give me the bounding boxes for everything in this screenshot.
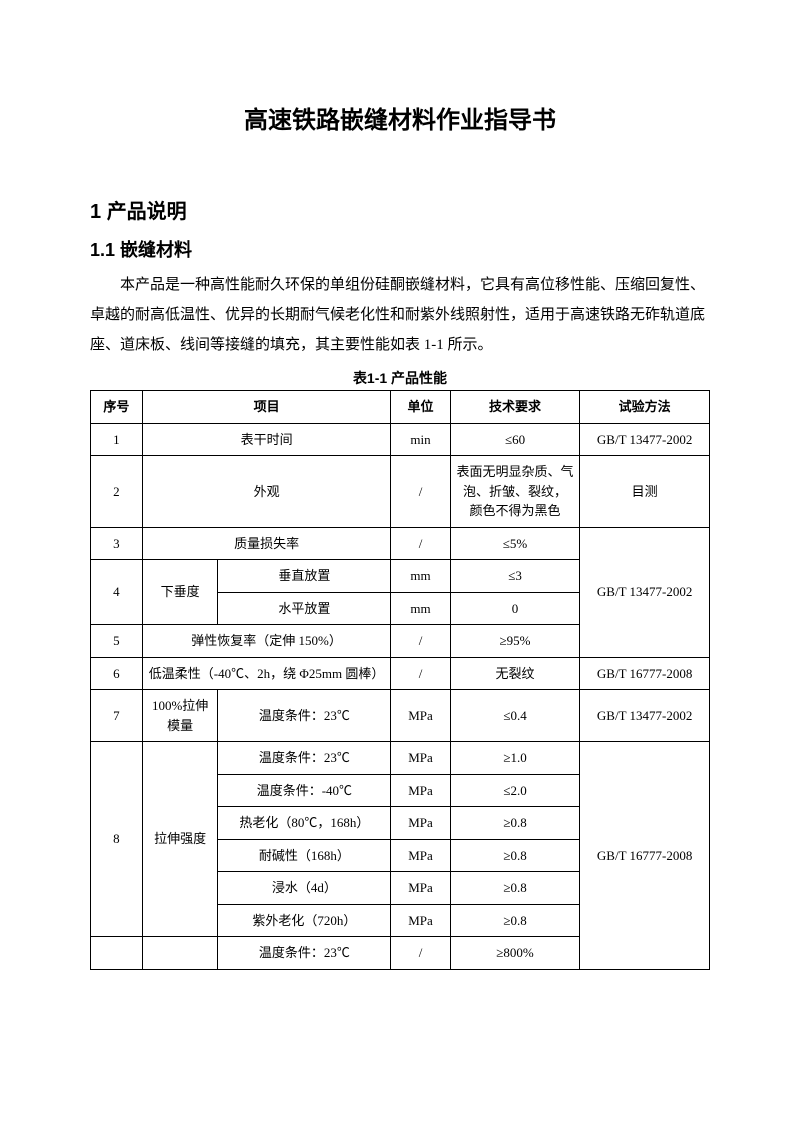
cell-item: 弹性恢复率（定伸 150%） xyxy=(142,625,390,658)
cell-subitem: 垂直放置 xyxy=(218,560,391,593)
cell-unit: / xyxy=(391,937,450,970)
cell-unit: MPa xyxy=(391,839,450,872)
cell-subitem: 紫外老化（720h） xyxy=(218,904,391,937)
section-label: 产品说明 xyxy=(107,201,187,223)
th-unit: 单位 xyxy=(391,391,450,424)
cell-item: 低温柔性（-40℃、2h，绕 Φ25mm 圆棒） xyxy=(142,657,390,690)
cell-req: ≤60 xyxy=(450,423,580,456)
table-row: 8 拉伸强度 温度条件：23℃ MPa ≥1.0 GB/T 16777-2008 xyxy=(91,742,710,775)
cell-item: 外观 xyxy=(142,456,390,528)
document-page: 高速铁路嵌缝材料作业指导书 1 产品说明 1.1 嵌缝材料 本产品是一种高性能耐… xyxy=(0,0,800,1132)
cell-req: ≤5% xyxy=(450,527,580,560)
cell-req: ≥1.0 xyxy=(450,742,580,775)
cell-item-group xyxy=(142,937,218,970)
cell-req: ≤2.0 xyxy=(450,774,580,807)
cell-method: 目测 xyxy=(580,456,710,528)
cell-req: 无裂纹 xyxy=(450,657,580,690)
th-method: 试验方法 xyxy=(580,391,710,424)
cell-seq xyxy=(91,937,143,970)
cell-req: ≥0.8 xyxy=(450,904,580,937)
cell-seq: 3 xyxy=(91,527,143,560)
subsection-label: 嵌缝材料 xyxy=(120,240,192,260)
cell-seq: 5 xyxy=(91,625,143,658)
cell-unit: / xyxy=(391,657,450,690)
cell-unit: MPa xyxy=(391,742,450,775)
cell-unit: MPa xyxy=(391,872,450,905)
cell-unit: min xyxy=(391,423,450,456)
cell-seq: 1 xyxy=(91,423,143,456)
cell-item: 表干时间 xyxy=(142,423,390,456)
table-row: 2 外观 / 表面无明显杂质、气泡、折皱、裂纹， 颜色不得为黑色 目测 xyxy=(91,456,710,528)
cell-unit: MPa xyxy=(391,774,450,807)
cell-subitem: 温度条件：23℃ xyxy=(218,742,391,775)
cell-req: ≥95% xyxy=(450,625,580,658)
cell-unit: / xyxy=(391,527,450,560)
cell-method: GB/T 16777-2008 xyxy=(580,742,710,970)
cell-subitem: 热老化（80℃，168h） xyxy=(218,807,391,840)
cell-unit: / xyxy=(391,625,450,658)
th-item: 项目 xyxy=(142,391,390,424)
intro-paragraph: 本产品是一种高性能耐久环保的单组份硅酮嵌缝材料，它具有高位移性能、压缩回复性、卓… xyxy=(90,270,710,360)
table-row: 3 质量损失率 / ≤5% GB/T 13477-2002 xyxy=(91,527,710,560)
table-row: 7 100%拉伸模量 温度条件：23℃ MPa ≤0.4 GB/T 13477-… xyxy=(91,690,710,742)
document-title: 高速铁路嵌缝材料作业指导书 xyxy=(90,100,710,135)
cell-unit: mm xyxy=(391,560,450,593)
cell-subitem: 浸水（4d） xyxy=(218,872,391,905)
cell-req: 表面无明显杂质、气泡、折皱、裂纹， 颜色不得为黑色 xyxy=(450,456,580,528)
cell-seq: 6 xyxy=(91,657,143,690)
cell-req: ≥800% xyxy=(450,937,580,970)
cell-unit: mm xyxy=(391,592,450,625)
table-row: 1 表干时间 min ≤60 GB/T 13477-2002 xyxy=(91,423,710,456)
table-row: 6 低温柔性（-40℃、2h，绕 Φ25mm 圆棒） / 无裂纹 GB/T 16… xyxy=(91,657,710,690)
section-1-heading: 1 产品说明 xyxy=(90,195,710,224)
cell-subitem: 温度条件：-40℃ xyxy=(218,774,391,807)
section-1-1-heading: 1.1 嵌缝材料 xyxy=(90,236,710,262)
table-caption: 表1-1 产品性能 xyxy=(90,368,710,388)
cell-subitem: 温度条件：23℃ xyxy=(218,937,391,970)
cell-method: GB/T 13477-2002 xyxy=(580,423,710,456)
cell-unit: MPa xyxy=(391,690,450,742)
table-header-row: 序号 项目 单位 技术要求 试验方法 xyxy=(91,391,710,424)
cell-unit: MPa xyxy=(391,904,450,937)
cell-item-group: 下垂度 xyxy=(142,560,218,625)
cell-req: ≥0.8 xyxy=(450,807,580,840)
cell-seq: 2 xyxy=(91,456,143,528)
cell-subitem: 耐碱性（168h） xyxy=(218,839,391,872)
section-number: 1 xyxy=(90,201,101,223)
cell-req: ≤3 xyxy=(450,560,580,593)
cell-seq: 7 xyxy=(91,690,143,742)
cell-unit: MPa xyxy=(391,807,450,840)
cell-item-group: 拉伸强度 xyxy=(142,742,218,937)
cell-req: ≤0.4 xyxy=(450,690,580,742)
cell-subitem: 温度条件：23℃ xyxy=(218,690,391,742)
cell-subitem: 水平放置 xyxy=(218,592,391,625)
cell-unit: / xyxy=(391,456,450,528)
cell-req: ≥0.8 xyxy=(450,839,580,872)
th-req: 技术要求 xyxy=(450,391,580,424)
cell-seq: 8 xyxy=(91,742,143,937)
cell-method: GB/T 13477-2002 xyxy=(580,527,710,657)
cell-req: 0 xyxy=(450,592,580,625)
cell-item-group: 100%拉伸模量 xyxy=(142,690,218,742)
cell-method: GB/T 13477-2002 xyxy=(580,690,710,742)
cell-method: GB/T 16777-2008 xyxy=(580,657,710,690)
cell-seq: 4 xyxy=(91,560,143,625)
spec-table: 序号 项目 单位 技术要求 试验方法 1 表干时间 min ≤60 GB/T 1… xyxy=(90,390,710,970)
subsection-number: 1.1 xyxy=(90,240,115,260)
cell-item: 质量损失率 xyxy=(142,527,390,560)
cell-req: ≥0.8 xyxy=(450,872,580,905)
th-seq: 序号 xyxy=(91,391,143,424)
